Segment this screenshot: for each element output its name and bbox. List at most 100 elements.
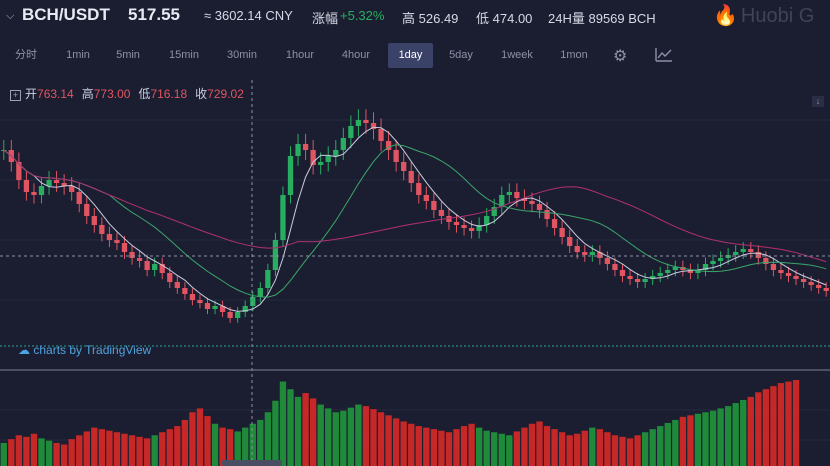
volume-bar	[257, 419, 264, 466]
candle-body	[219, 306, 226, 312]
candle-body	[733, 252, 739, 255]
scroll-down-icon[interactable]: ↓	[812, 96, 824, 107]
volume-bar	[581, 430, 588, 466]
candle-body	[717, 258, 724, 261]
volume-bar	[30, 433, 38, 466]
indicator-icon[interactable]	[655, 47, 673, 68]
volume-bar	[543, 426, 551, 466]
volume-bar	[657, 426, 664, 466]
timeline-scrollbar[interactable]	[222, 460, 282, 466]
candle-body	[197, 300, 203, 303]
high-value: 526.49	[418, 11, 459, 26]
tab-timeline[interactable]: 分时	[15, 49, 37, 61]
change-value: +5.32%	[340, 8, 385, 23]
volume-bar	[408, 423, 415, 466]
volume-bar	[453, 429, 460, 466]
candle-body	[650, 276, 656, 279]
price-chart[interactable]	[0, 80, 830, 466]
candle-body	[46, 180, 52, 186]
candle-body	[665, 270, 671, 273]
low-label: 低	[138, 87, 151, 101]
tab-30min[interactable]: 30min	[227, 49, 257, 61]
volume-bar	[672, 419, 679, 466]
candle-body	[38, 186, 45, 195]
volume-bar	[181, 419, 189, 466]
candle-body	[333, 150, 339, 156]
tab-1week[interactable]: 1week	[501, 49, 533, 61]
tab-15min[interactable]: 15min	[169, 49, 199, 61]
candle-body	[23, 180, 30, 192]
candle-body	[287, 156, 294, 195]
candle-body	[152, 264, 158, 270]
open-label: 开	[25, 87, 38, 101]
watermark-text: charts by TradingView	[33, 343, 152, 357]
volume-bar	[377, 412, 385, 466]
open-value: 763.14	[37, 87, 74, 101]
candle-body	[627, 276, 633, 279]
tab-4hour[interactable]: 4hour	[341, 49, 371, 61]
volume-bar	[506, 435, 513, 466]
volume-bar	[128, 435, 136, 466]
volume-bar	[340, 410, 347, 466]
candle-body	[348, 126, 354, 138]
volume-bar	[491, 432, 498, 466]
candle-body	[785, 273, 792, 276]
high-value: 773.00	[93, 87, 131, 101]
ma-long-line	[3, 149, 827, 263]
candle-body	[189, 294, 196, 300]
tab-5min[interactable]: 5min	[116, 49, 140, 61]
ma-short-line	[3, 126, 827, 312]
volume-bar	[234, 431, 241, 466]
candle-body	[438, 210, 445, 216]
candle-body	[69, 186, 75, 192]
gear-icon[interactable]: ⚙	[613, 48, 628, 65]
volume-bar	[445, 432, 453, 466]
tab-1min[interactable]: 1min	[66, 49, 90, 61]
volume-bar	[566, 435, 573, 466]
volume-bar	[302, 393, 309, 466]
volume-bar	[83, 431, 90, 466]
volume-bar	[106, 430, 113, 466]
candle-body	[310, 150, 316, 165]
volume-bar	[0, 442, 7, 466]
volume-bar	[596, 429, 604, 466]
volume-bar	[574, 433, 581, 466]
candle-body	[144, 261, 150, 270]
volume-bar	[521, 427, 528, 466]
volume-bar	[362, 406, 370, 466]
candle-body	[506, 192, 512, 195]
tab-1hour[interactable]: 1hour	[285, 49, 315, 61]
candle-body	[355, 120, 362, 126]
candle-body	[136, 258, 143, 261]
candle-body	[408, 171, 414, 183]
candle-body	[235, 312, 241, 318]
candle-body	[748, 249, 754, 252]
candle-body	[16, 162, 22, 180]
tab-1day[interactable]: 1day	[388, 43, 433, 68]
low-value: 474.00	[492, 11, 533, 26]
volume-bar	[309, 398, 317, 466]
candle-body	[710, 261, 716, 264]
candle-body	[695, 270, 701, 273]
volume-bar	[664, 423, 671, 466]
volume-bar	[611, 435, 619, 466]
tradingview-watermark[interactable]: ☁ charts by TradingView	[18, 343, 151, 357]
candle-body	[634, 279, 641, 282]
volume-bar	[211, 423, 219, 466]
expand-icon[interactable]: +	[10, 90, 21, 101]
candle-body	[544, 210, 550, 219]
candle-body	[385, 141, 392, 150]
tab-5day[interactable]: 5day	[449, 49, 473, 61]
volume-bar	[287, 389, 294, 466]
candle-body	[484, 216, 490, 225]
volume-bar	[792, 380, 800, 466]
tab-1mon[interactable]: 1mon	[560, 49, 588, 61]
candle-body	[212, 306, 218, 309]
candle-body	[99, 225, 105, 234]
pair-selector[interactable]: BCH/USDT	[22, 5, 110, 24]
volume-bar	[762, 389, 770, 466]
candle-body	[551, 219, 558, 228]
candle-body	[325, 156, 331, 162]
chevron-down-icon[interactable]: ⌵	[6, 10, 15, 22]
volume-bar	[498, 433, 505, 466]
